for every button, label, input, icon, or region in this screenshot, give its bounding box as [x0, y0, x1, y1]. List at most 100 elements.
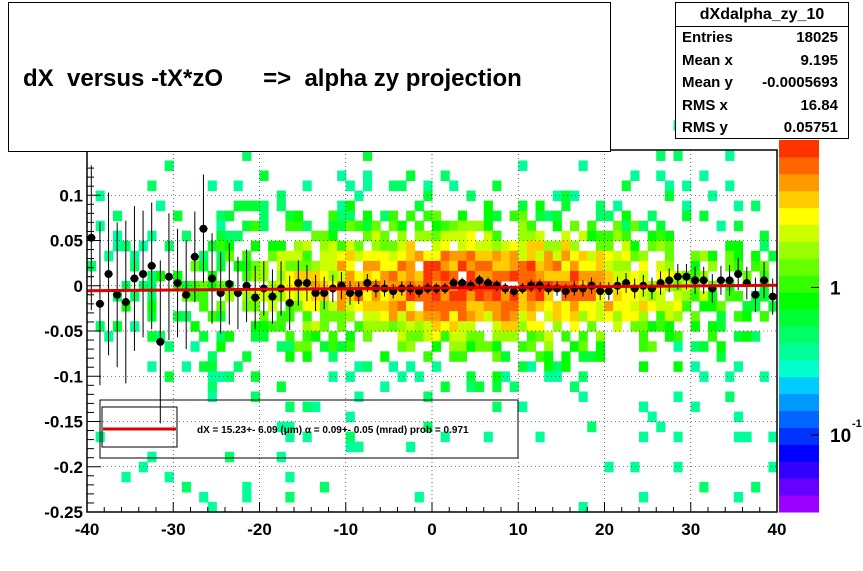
x-tick-label: -20 — [247, 520, 272, 539]
heat-cell — [423, 301, 433, 312]
data-point — [268, 292, 277, 301]
data-point — [87, 233, 96, 242]
color-scale-step — [779, 444, 819, 462]
heat-cell — [216, 331, 226, 342]
heat-cell — [466, 240, 476, 252]
heat-cell — [354, 361, 364, 372]
heat-cell — [319, 240, 329, 252]
heat-cell — [552, 270, 562, 282]
heat-cell — [423, 351, 433, 362]
fit-legend: dX = 15.23+- 6.09 (μm) α = 0.09+- 0.05 (… — [99, 399, 519, 459]
y-tick-label: -0.05 — [44, 322, 83, 341]
heat-cell — [302, 301, 312, 312]
heat-cell — [457, 220, 467, 232]
color-scale-step — [779, 359, 819, 378]
heat-cell — [449, 351, 459, 362]
heat-cell — [285, 491, 295, 503]
heat-cell — [656, 240, 666, 252]
heat-cell — [337, 321, 347, 332]
heat-cell — [380, 270, 390, 282]
heat-cell — [432, 361, 442, 372]
heat-cell — [328, 351, 338, 362]
heat-cell — [363, 230, 373, 242]
heat-cell — [371, 270, 381, 282]
heat-cell — [595, 270, 605, 282]
heat-cell — [699, 341, 709, 352]
heat-cell — [552, 301, 562, 312]
heat-cell — [492, 250, 502, 262]
heat-cell — [673, 331, 683, 342]
heat-cell — [432, 220, 442, 232]
heat-cell — [319, 321, 329, 332]
heat-cell — [630, 270, 640, 282]
heat-cell — [501, 240, 511, 252]
x-tick-label: 10 — [509, 520, 528, 539]
heat-cell — [337, 210, 347, 222]
heat-cell — [621, 291, 631, 302]
heat-cell — [647, 411, 657, 423]
heat-cell — [613, 301, 623, 312]
heat-cell — [604, 230, 614, 242]
heat-cell — [345, 301, 355, 312]
heat-cell — [466, 341, 476, 352]
heat-cell — [613, 270, 623, 282]
heat-cell — [664, 331, 674, 342]
heat-cell — [483, 220, 493, 232]
heat-cell — [233, 200, 243, 212]
heat-cell — [457, 321, 467, 332]
heat-cell — [690, 311, 700, 322]
heat-cell — [613, 230, 623, 242]
heat-cell — [294, 220, 304, 232]
heat-cell — [475, 250, 485, 262]
heat-cell — [181, 361, 191, 372]
heat-cell — [475, 311, 485, 322]
heat-cell — [354, 321, 364, 332]
heat-cell — [561, 190, 571, 202]
x-tick-label: -40 — [75, 520, 100, 539]
heat-cell — [276, 190, 286, 202]
heat-cell — [414, 321, 424, 332]
heat-cell — [319, 250, 329, 262]
heat-cell — [604, 311, 614, 322]
heat-cell — [276, 381, 286, 392]
heat-cell — [526, 291, 536, 302]
heat-cell — [285, 220, 295, 232]
heat-cell — [440, 311, 450, 322]
data-point — [199, 224, 208, 233]
heat-cell — [733, 411, 743, 423]
heat-cell — [509, 260, 519, 272]
heat-cell — [733, 331, 743, 342]
heat-cell — [397, 220, 407, 232]
heat-cell — [492, 270, 502, 282]
heat-cell — [363, 321, 373, 332]
data-point — [484, 279, 493, 288]
heat-cell — [466, 331, 476, 342]
heat-cell — [345, 180, 355, 192]
heat-cell — [595, 230, 605, 242]
heat-cell — [552, 311, 562, 322]
heat-cell — [285, 351, 295, 362]
y-tick-label: -0.1 — [54, 367, 83, 386]
heat-cell — [509, 240, 519, 252]
heat-cell — [682, 291, 692, 302]
heat-cell — [363, 361, 373, 372]
heat-cell — [733, 240, 743, 252]
heat-cell — [630, 301, 640, 312]
heat-cell — [414, 250, 424, 262]
heat-cell — [397, 240, 407, 252]
heat-cell — [604, 260, 614, 272]
heat-cell — [328, 341, 338, 352]
heat-cell — [294, 250, 304, 262]
heat-cell — [578, 351, 588, 362]
heat-cell — [664, 311, 674, 322]
heat-cell — [673, 431, 683, 443]
heat-cell — [639, 341, 649, 352]
heat-cell — [733, 200, 743, 212]
heat-cell — [647, 341, 657, 352]
heat-cell — [578, 301, 588, 312]
heat-cell — [570, 381, 580, 392]
heat-cell — [552, 220, 562, 232]
heat-cell — [492, 210, 502, 222]
heat-cell — [664, 230, 674, 242]
heat-cell — [380, 321, 390, 332]
